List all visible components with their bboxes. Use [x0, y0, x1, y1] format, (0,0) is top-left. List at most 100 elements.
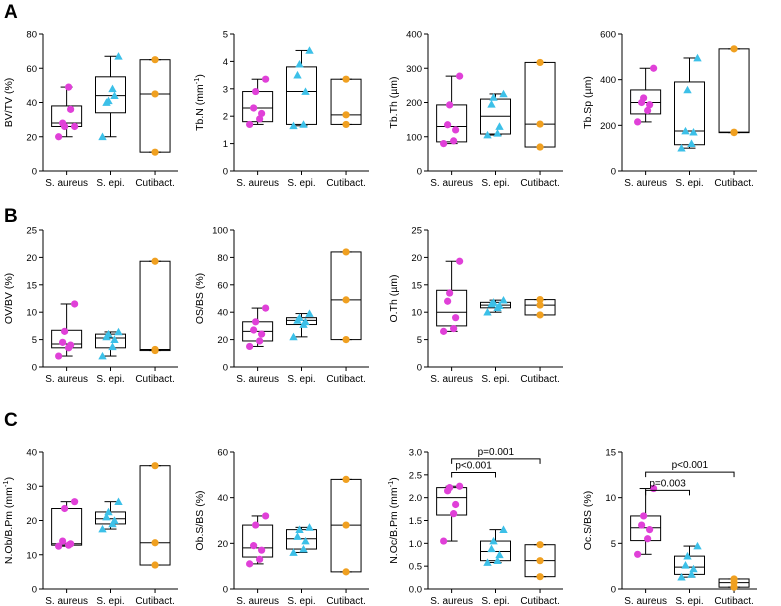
data-point — [536, 295, 544, 304]
x-category-label: S. aureus — [430, 596, 473, 606]
data-point — [262, 75, 270, 83]
data-point — [536, 58, 544, 67]
p-value-label: p<0.001 — [455, 461, 492, 472]
x-category-label: Cutibact. — [714, 178, 753, 189]
data-point — [693, 541, 702, 550]
y-tick-label: 0 — [223, 363, 228, 374]
data-point — [677, 143, 686, 152]
y-tick-label: 0 — [223, 585, 228, 596]
box-group-2 — [524, 541, 556, 581]
significance-bracket: p=0.003 — [645, 478, 690, 496]
x-category-label: S. aureus — [236, 596, 279, 606]
box-group-0 — [630, 484, 662, 558]
y-axis-title-text: O.Th (µm) — [388, 274, 400, 322]
y-tick-label: 10 — [411, 308, 422, 319]
data-point — [440, 537, 448, 545]
chart-ocsbs: 0 5 10 15 Oc.S/BS (%) S. aureus S. epi. Cutibac… — [582, 448, 757, 606]
data-point — [640, 94, 648, 102]
box-group-2 — [330, 475, 362, 576]
y-tick-label: 60 — [217, 448, 228, 459]
data-point — [98, 132, 107, 141]
x-category-label: S. epi. — [481, 178, 509, 189]
significance-bracket: p=0.001 — [451, 447, 541, 464]
y-tick-label: 0 — [223, 167, 228, 178]
data-point — [683, 551, 692, 560]
y-tick-label: 60 — [217, 280, 228, 291]
y-axis-title-text: Ob.S/BS (%) — [194, 490, 206, 550]
box-group-1 — [286, 309, 317, 341]
data-point — [110, 335, 119, 343]
box-group-0 — [630, 64, 662, 126]
data-point — [258, 546, 266, 554]
data-point — [440, 140, 448, 148]
data-point — [730, 45, 738, 53]
chart-tbn: 0 1 2 3 4 5 Tb.N (mm-1) S. aureus S. epi. Cutibac… — [192, 30, 369, 189]
y-tick-label: 3 — [223, 84, 228, 95]
data-point — [493, 129, 502, 137]
x-category-label: S. epi. — [481, 374, 509, 385]
data-point — [108, 342, 117, 351]
data-point — [687, 139, 696, 147]
y-tick-label: 0 — [417, 363, 422, 374]
data-point — [262, 512, 270, 520]
data-point — [452, 500, 460, 509]
y-tick-label: 1 — [223, 139, 228, 150]
data-point — [456, 257, 464, 265]
data-point — [536, 311, 544, 319]
x-category-label: S. aureus — [45, 178, 88, 189]
y-tick-label: 40 — [217, 308, 228, 319]
chart-nobbpm: 0 10 20 30 40 N.Ob/B.Pm (mm-1) S. aureus S. epi… — [1, 448, 178, 606]
data-point — [342, 568, 350, 576]
data-point — [98, 524, 107, 533]
box-group-0 — [436, 482, 468, 545]
chart-tbsp: 0 200 400 600 Tb.Sp (µm) S. aureus S. epi. Cuti… — [582, 30, 757, 189]
data-point — [102, 512, 111, 521]
x-category-label: S. aureus — [430, 178, 473, 189]
data-point — [646, 526, 654, 534]
box-group-1 — [286, 523, 317, 556]
box-group-0 — [51, 83, 83, 141]
data-point — [342, 111, 350, 119]
box-iqr — [436, 104, 468, 143]
y-tick-label: 100 — [212, 226, 228, 237]
data-point — [151, 345, 159, 354]
p-value-label: p=0.003 — [649, 478, 686, 489]
y-axis-title: Tb.Th (µm) — [388, 76, 400, 128]
data-point — [536, 120, 544, 128]
data-point — [256, 555, 264, 563]
chart-oth: 0 5 10 15 20 25 O.Th (µm) S. aureus S. epi. Cutib… — [388, 226, 563, 385]
y-tick-label: 0 — [32, 167, 37, 178]
y-tick-label: 200 — [406, 98, 422, 109]
x-category-label: S. epi. — [287, 374, 315, 385]
data-point — [71, 122, 79, 131]
box-group-1 — [674, 541, 705, 581]
box-group-2 — [139, 257, 171, 355]
data-point — [151, 257, 159, 265]
data-point — [250, 326, 258, 334]
x-category-label: S. aureus — [236, 178, 279, 189]
box-iqr — [718, 48, 750, 134]
data-point — [499, 89, 508, 98]
data-point — [493, 556, 502, 565]
box-iqr — [95, 76, 126, 114]
data-point — [677, 572, 686, 581]
box-iqr — [139, 59, 171, 153]
data-point — [151, 90, 159, 98]
x-category-label: Cutibact. — [135, 596, 174, 606]
data-point — [489, 536, 498, 545]
data-point — [59, 537, 67, 545]
y-tick-label: 2 — [223, 112, 228, 123]
bracket-line — [645, 471, 735, 478]
data-point — [295, 313, 304, 322]
data-point — [289, 332, 298, 341]
data-point — [258, 109, 266, 118]
y-tick-label: 20 — [411, 253, 422, 264]
box-iqr — [286, 66, 317, 125]
data-point — [108, 84, 117, 93]
p-value-label: p=0.001 — [478, 447, 515, 458]
x-category-label: S. aureus — [430, 374, 473, 385]
data-point — [440, 327, 448, 335]
data-point — [295, 525, 304, 533]
bracket-line — [451, 458, 541, 464]
